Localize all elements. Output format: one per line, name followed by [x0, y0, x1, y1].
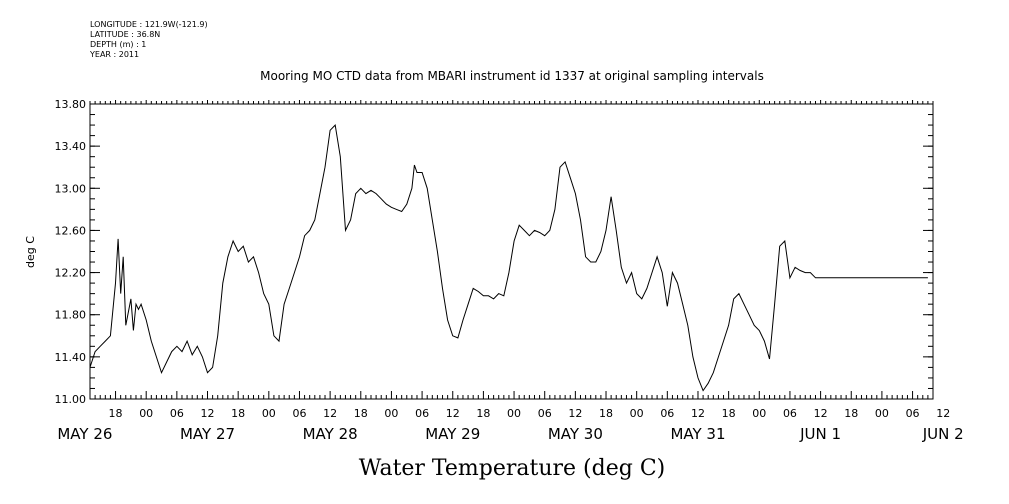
- x-day-label: MAY 30: [548, 425, 603, 443]
- x-tick-label: 18: [844, 407, 858, 420]
- x-day-label: MAY 31: [670, 425, 725, 443]
- y-tick-label: 12.60: [55, 224, 87, 237]
- depth-text: DEPTH (m) : 1: [90, 40, 147, 49]
- x-day-label: MAY 28: [303, 425, 358, 443]
- x-tick-label: 06: [906, 407, 920, 420]
- x-tick-label: 12: [814, 407, 828, 420]
- chart-title: Mooring MO CTD data from MBARI instrumen…: [260, 69, 764, 83]
- x-tick-label: 06: [292, 407, 306, 420]
- y-tick-label: 11.80: [55, 309, 87, 322]
- x-tick-label: 18: [722, 407, 736, 420]
- y-tick-label: 13.80: [55, 98, 87, 111]
- x-tick-label: 12: [201, 407, 215, 420]
- x-tick-label: 06: [415, 407, 429, 420]
- x-tick-label: 12: [936, 407, 950, 420]
- temperature-series-line: [89, 124, 928, 392]
- plot-frame: [89, 103, 934, 400]
- y-axis-label: deg C: [24, 236, 37, 268]
- x-day-label: MAY 27: [180, 425, 235, 443]
- x-tick-label: 18: [231, 407, 245, 420]
- year-text: YEAR : 2011: [90, 50, 140, 59]
- longitude-text: LONGITUDE : 121.9W(-121.9): [90, 20, 208, 29]
- x-tick-label: 06: [538, 407, 552, 420]
- x-tick-label: 18: [109, 407, 123, 420]
- x-tick-label: 12: [568, 407, 582, 420]
- y-tick-label: 12.20: [55, 267, 87, 280]
- x-tick-label: 00: [139, 407, 153, 420]
- x-tick-label: 00: [262, 407, 276, 420]
- x-tick-label: 00: [630, 407, 644, 420]
- x-tick-label: 06: [660, 407, 674, 420]
- y-tick-labels: 11.00 11.40 11.80 12.20 12.60 13.00 13.40 13.80: [55, 98, 87, 406]
- x-tick-label: 00: [507, 407, 521, 420]
- x-day-label: MAY 26: [57, 425, 112, 443]
- x-day-label: JUN 1: [799, 425, 841, 443]
- x-tick-label: 12: [691, 407, 705, 420]
- axis-ticks: [89, 100, 934, 400]
- x-tick-labels: 18 00 06 12 18 00 06 12 18 00 06 12 18 00 06 12 18 00 06 12…: [109, 407, 951, 420]
- x-tick-label: 00: [384, 407, 398, 420]
- x-day-label: JUN 2: [922, 425, 964, 443]
- x-tick-label: 18: [599, 407, 613, 420]
- x-day-label: MAY 29: [425, 425, 480, 443]
- latitude-text: LATITUDE : 36.8N: [90, 30, 161, 39]
- x-tick-label: 18: [354, 407, 368, 420]
- x-tick-label: 06: [170, 407, 184, 420]
- x-tick-label: 12: [446, 407, 460, 420]
- x-tick-label: 18: [476, 407, 490, 420]
- y-tick-label: 11.40: [55, 351, 87, 364]
- x-tick-label: 12: [323, 407, 337, 420]
- x-tick-label: 00: [752, 407, 766, 420]
- x-tick-label: 00: [875, 407, 889, 420]
- day-labels: MAY 26 MAY 27 MAY 28 MAY 29 MAY 30 MAY 31 JUN …: [57, 425, 963, 443]
- y-tick-label: 13.40: [55, 140, 87, 153]
- plot-metadata: LONGITUDE : 121.9W(-121.9) LATITUDE : 36…: [90, 20, 208, 60]
- x-tick-label: 06: [783, 407, 797, 420]
- x-axis-label: Water Temperature (deg C): [359, 456, 666, 481]
- y-tick-label: 11.00: [55, 393, 87, 406]
- y-tick-label: 13.00: [55, 182, 87, 195]
